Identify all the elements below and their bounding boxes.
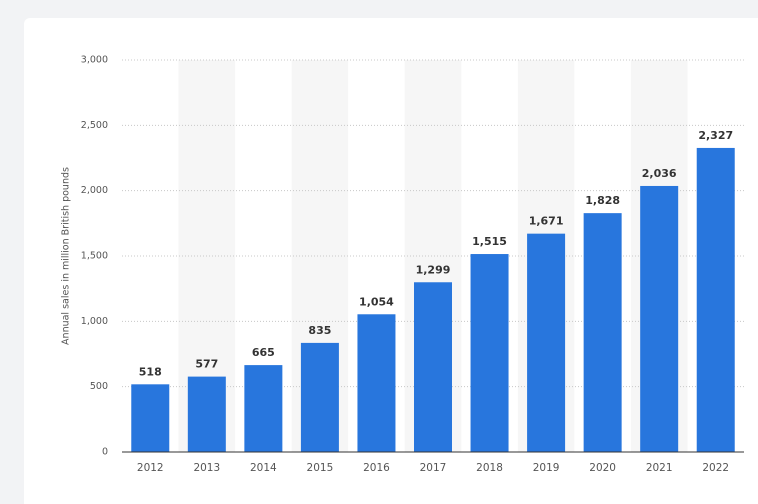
value-label: 665	[252, 346, 275, 359]
bar	[357, 314, 396, 452]
value-label: 1,299	[416, 263, 451, 276]
value-label: 518	[139, 365, 162, 378]
value-label: 2,327	[698, 129, 733, 142]
y-tick-label: 500	[90, 381, 108, 392]
x-tick-label: 2021	[646, 462, 673, 474]
x-tick-label: 2019	[533, 462, 560, 474]
bar	[470, 254, 509, 452]
value-label: 1,828	[585, 194, 620, 207]
y-axis-label: Annual sales in million British pounds	[61, 167, 72, 345]
value-label: 2,036	[642, 167, 677, 180]
bar	[527, 233, 566, 452]
bar	[414, 282, 452, 452]
bar	[300, 342, 339, 452]
y-tick-label: 3,000	[81, 55, 108, 66]
bar	[187, 376, 226, 452]
value-label: 1,054	[359, 295, 394, 308]
y-tick-label: 1,000	[81, 316, 108, 327]
x-tick-label: 2017	[420, 462, 447, 474]
bar	[583, 213, 622, 452]
bar	[696, 147, 735, 452]
value-label: 1,515	[472, 235, 507, 248]
y-tick-label: 2,000	[81, 185, 108, 196]
x-tick-label: 2022	[702, 462, 729, 474]
y-tick-label: 2,500	[81, 120, 108, 131]
x-tick-label: 2015	[307, 462, 334, 474]
value-label: 1,671	[529, 215, 564, 228]
bar	[244, 365, 283, 452]
x-tick-label: 2012	[137, 462, 164, 474]
bar	[640, 185, 679, 453]
x-tick-label: 2018	[476, 462, 503, 474]
bar	[131, 384, 170, 452]
value-label: 835	[308, 324, 331, 337]
y-tick-label: 0	[102, 447, 108, 458]
x-tick-label: 2013	[193, 462, 220, 474]
x-tick-label: 2020	[589, 462, 616, 474]
x-tick-label: 2016	[363, 462, 390, 474]
y-tick-label: 1,500	[81, 251, 108, 262]
value-label: 577	[195, 358, 218, 371]
x-tick-label: 2014	[250, 462, 277, 474]
